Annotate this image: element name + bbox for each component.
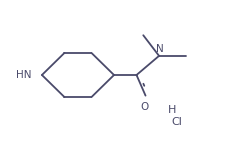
Text: Cl: Cl [171, 117, 182, 127]
Text: N: N [156, 44, 163, 54]
Text: O: O [140, 102, 148, 112]
Text: HN: HN [16, 70, 32, 80]
Text: H: H [168, 105, 176, 115]
